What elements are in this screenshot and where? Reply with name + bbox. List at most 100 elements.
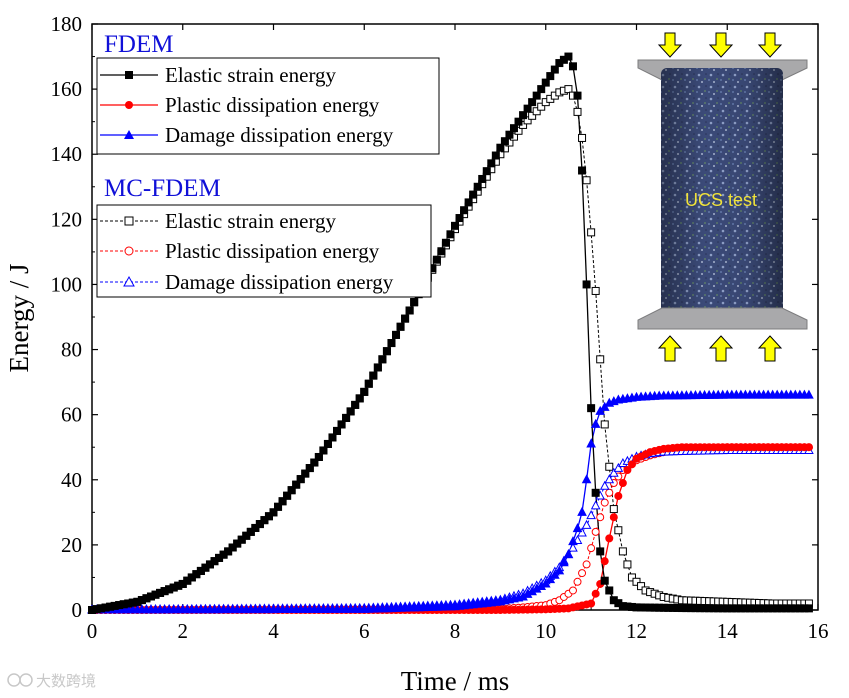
data-point <box>582 280 591 289</box>
watermark: 大数跨境 <box>7 672 96 690</box>
data-point <box>500 137 509 146</box>
data-point <box>591 589 600 598</box>
data-point <box>269 508 278 517</box>
data-point <box>804 443 813 452</box>
data-point <box>605 586 614 595</box>
data-point <box>532 91 541 100</box>
data-point <box>396 322 405 331</box>
data-point <box>432 255 441 264</box>
data-point <box>568 536 578 546</box>
data-point <box>487 159 496 168</box>
data-point <box>405 306 414 315</box>
data-point <box>591 488 600 497</box>
data-point <box>496 143 505 152</box>
data-point <box>482 167 491 176</box>
data-point <box>342 413 351 422</box>
data-point <box>614 526 623 535</box>
legend-fdem-damage-marker <box>124 130 134 139</box>
y-tick-label: 40 <box>61 468 82 492</box>
data-point <box>549 569 560 579</box>
watermark-text: 大数跨境 <box>36 672 96 690</box>
data-point <box>523 104 532 113</box>
data-point <box>328 433 337 442</box>
data-point <box>608 467 619 477</box>
data-point <box>410 298 419 307</box>
data-point <box>401 314 410 323</box>
data-point <box>540 578 551 588</box>
data-point <box>573 91 582 100</box>
legend-mcfdem-plastic-label: Plastic dissipation energy <box>165 239 380 263</box>
data-point <box>587 228 596 237</box>
legend-mcfdem-damage-label: Damage dissipation energy <box>165 270 394 294</box>
x-tick-label: 0 <box>87 619 98 643</box>
data-point <box>573 577 582 586</box>
data-point <box>441 238 450 247</box>
data-point <box>559 557 569 567</box>
legend-fdem-elastic-marker <box>125 71 133 79</box>
x-tick-label: 4 <box>268 619 279 643</box>
data-point <box>301 469 310 478</box>
data-point <box>600 557 609 566</box>
legend-mcfdem-title: MC-FDEM <box>104 175 221 202</box>
data-point <box>314 452 323 461</box>
data-point <box>283 491 292 500</box>
data-point <box>545 574 556 584</box>
data-point <box>605 462 614 471</box>
top-load-arrows <box>657 32 783 58</box>
data-point <box>305 464 314 473</box>
data-point <box>564 52 573 61</box>
y-tick-label: 180 <box>51 12 83 36</box>
data-point <box>637 582 646 591</box>
arrow-up-icon <box>657 335 683 362</box>
x-tick-label: 16 <box>808 619 829 643</box>
data-point <box>614 492 623 501</box>
data-point <box>613 462 624 472</box>
data-point <box>292 480 301 489</box>
data-point <box>582 560 591 569</box>
legend-fdem: FDEM Elastic strain energy Plastic dissi… <box>96 31 440 155</box>
data-point <box>627 460 636 469</box>
data-point <box>587 404 596 413</box>
y-tick-label: 80 <box>61 338 82 362</box>
data-point <box>563 549 574 559</box>
inset-label: UCS test <box>685 190 757 210</box>
data-point <box>596 547 605 556</box>
data-point <box>460 206 469 215</box>
watermark-logo-icon <box>19 673 33 687</box>
data-point <box>599 480 610 490</box>
x-tick-label: 14 <box>717 619 739 643</box>
ucs-specimen-inset: UCS test <box>637 32 808 362</box>
x-tick-label: 8 <box>450 619 461 643</box>
legend-fdem-box <box>96 57 440 155</box>
series-markers <box>87 52 814 614</box>
data-point <box>586 438 596 448</box>
data-point <box>351 400 360 409</box>
data-point <box>505 130 514 139</box>
series-line-fdem-plastic-dissipation-energy <box>92 446 809 611</box>
data-point <box>537 102 546 111</box>
bottom-platen <box>637 307 808 330</box>
rock-cylinder-shading <box>661 68 783 327</box>
data-point <box>337 420 346 429</box>
data-point <box>387 339 396 348</box>
data-point <box>473 182 482 191</box>
data-point <box>586 510 596 520</box>
legend-mcfdem-elastic-label: Elastic strain energy <box>165 209 337 233</box>
data-point <box>514 117 523 126</box>
data-point <box>537 85 546 94</box>
arrow-down-icon <box>757 32 783 58</box>
arrow-up-icon <box>757 335 783 362</box>
legend-mcfdem: MC-FDEM Elastic strain energy Plastic di… <box>96 175 432 298</box>
data-point <box>618 479 627 488</box>
data-point <box>360 387 369 396</box>
data-point <box>364 379 373 388</box>
data-point <box>478 174 487 183</box>
legend-mcfdem-elastic-marker <box>124 216 134 226</box>
data-point <box>600 420 609 429</box>
y-tick-label: 100 <box>51 272 83 296</box>
data-point <box>587 544 596 553</box>
data-point <box>319 446 328 455</box>
y-tick-label: 0 <box>72 598 83 622</box>
